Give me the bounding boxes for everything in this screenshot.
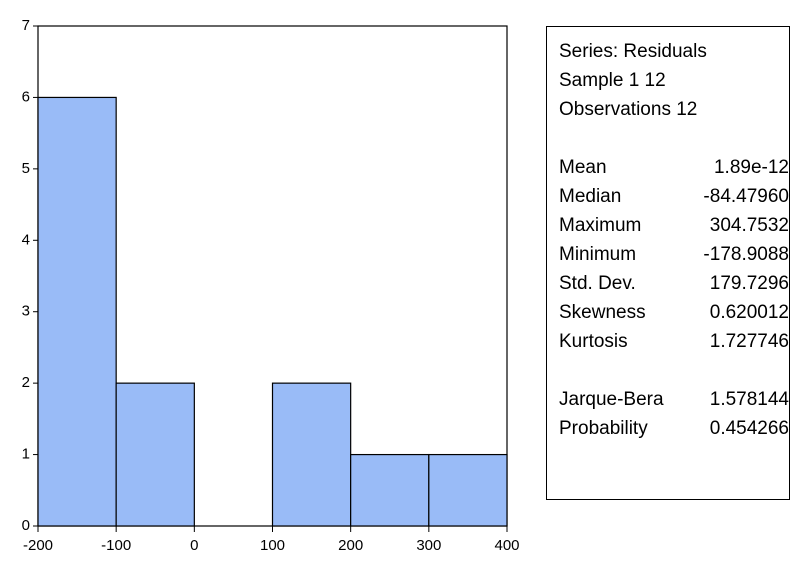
series-label: Series: Residuals <box>559 41 707 62</box>
stat-label: Skewness <box>559 302 646 323</box>
stat-value: 1.578144 <box>709 389 789 410</box>
spacer <box>559 356 789 385</box>
stat-row-mean: Mean 1.89e-12 <box>559 153 789 182</box>
stat-label: Maximum <box>559 215 642 236</box>
stat-row-median: Median -84.47960 <box>559 182 789 211</box>
histogram-chart: 0 1 2 3 4 5 6 7 -200 -100 0 100 200 300 400 <box>22 17 520 554</box>
spacer <box>559 124 789 153</box>
y-tick-label-3: 3 <box>22 303 30 320</box>
histogram-bar-4 <box>350 453 430 527</box>
stat-value: 0.454266 <box>709 418 789 439</box>
y-tick-label-4: 4 <box>22 231 30 248</box>
x-tick-label-3: 100 <box>260 537 285 554</box>
residual-stats-panel: Series: Residuals Sample 1 12 Observatio… <box>546 26 790 500</box>
stat-label: Jarque-Bera <box>559 389 664 410</box>
stat-label: Kurtosis <box>559 331 628 352</box>
stat-row-probability: Probability 0.454266 <box>559 414 789 443</box>
stat-value: 304.7532 <box>709 215 789 236</box>
stat-label: Minimum <box>559 244 637 265</box>
x-tick-label-4: 200 <box>338 537 363 554</box>
y-tick-label-0: 0 <box>22 517 30 534</box>
stat-row-skewness: Skewness 0.620012 <box>559 298 789 327</box>
stat-label: Std. Dev. <box>559 273 636 294</box>
histogram-bar-0 <box>37 96 117 527</box>
y-tick-label-1: 1 <box>22 446 30 463</box>
stat-label: Probability <box>559 418 648 439</box>
histogram-bar-1 <box>115 382 195 527</box>
stat-label: Median <box>559 186 622 207</box>
stat-row-minimum: Minimum -178.9088 <box>559 240 789 269</box>
x-tick-label-5: 300 <box>416 537 441 554</box>
histogram-bar-3 <box>271 382 352 527</box>
y-tick-label-7: 7 <box>22 17 30 34</box>
x-axis: -200 -100 0 100 200 300 400 <box>23 526 520 554</box>
sample-label: Sample 1 12 <box>559 70 666 91</box>
stat-value: -84.47960 <box>703 186 789 207</box>
stat-row-jarque-bera: Jarque-Bera 1.578144 <box>559 385 789 414</box>
stat-value: 1.727746 <box>709 331 789 352</box>
bars-group <box>37 96 508 527</box>
stat-label: Mean <box>559 157 607 178</box>
y-tick-label-6: 6 <box>22 88 30 105</box>
x-tick-label-1: -100 <box>101 537 131 554</box>
stat-row-maximum: Maximum 304.7532 <box>559 211 789 240</box>
stat-value: 179.7296 <box>709 273 789 294</box>
observations-label: Observations 12 <box>559 99 698 120</box>
histogram-bar-5 <box>428 453 508 527</box>
x-tick-label-6: 400 <box>494 537 519 554</box>
x-tick-label-2: 0 <box>190 537 198 554</box>
stat-row-std-dev: Std. Dev. 179.7296 <box>559 269 789 298</box>
stat-value: 0.620012 <box>709 302 789 323</box>
x-tick-label-0: -200 <box>23 537 53 554</box>
stat-row-kurtosis: Kurtosis 1.727746 <box>559 327 789 356</box>
y-axis: 0 1 2 3 4 5 6 7 <box>22 17 38 534</box>
y-tick-label-5: 5 <box>22 160 30 177</box>
y-tick-label-2: 2 <box>22 374 30 391</box>
stat-value: 1.89e-12 <box>713 157 789 178</box>
stat-value: -178.9088 <box>703 244 789 265</box>
